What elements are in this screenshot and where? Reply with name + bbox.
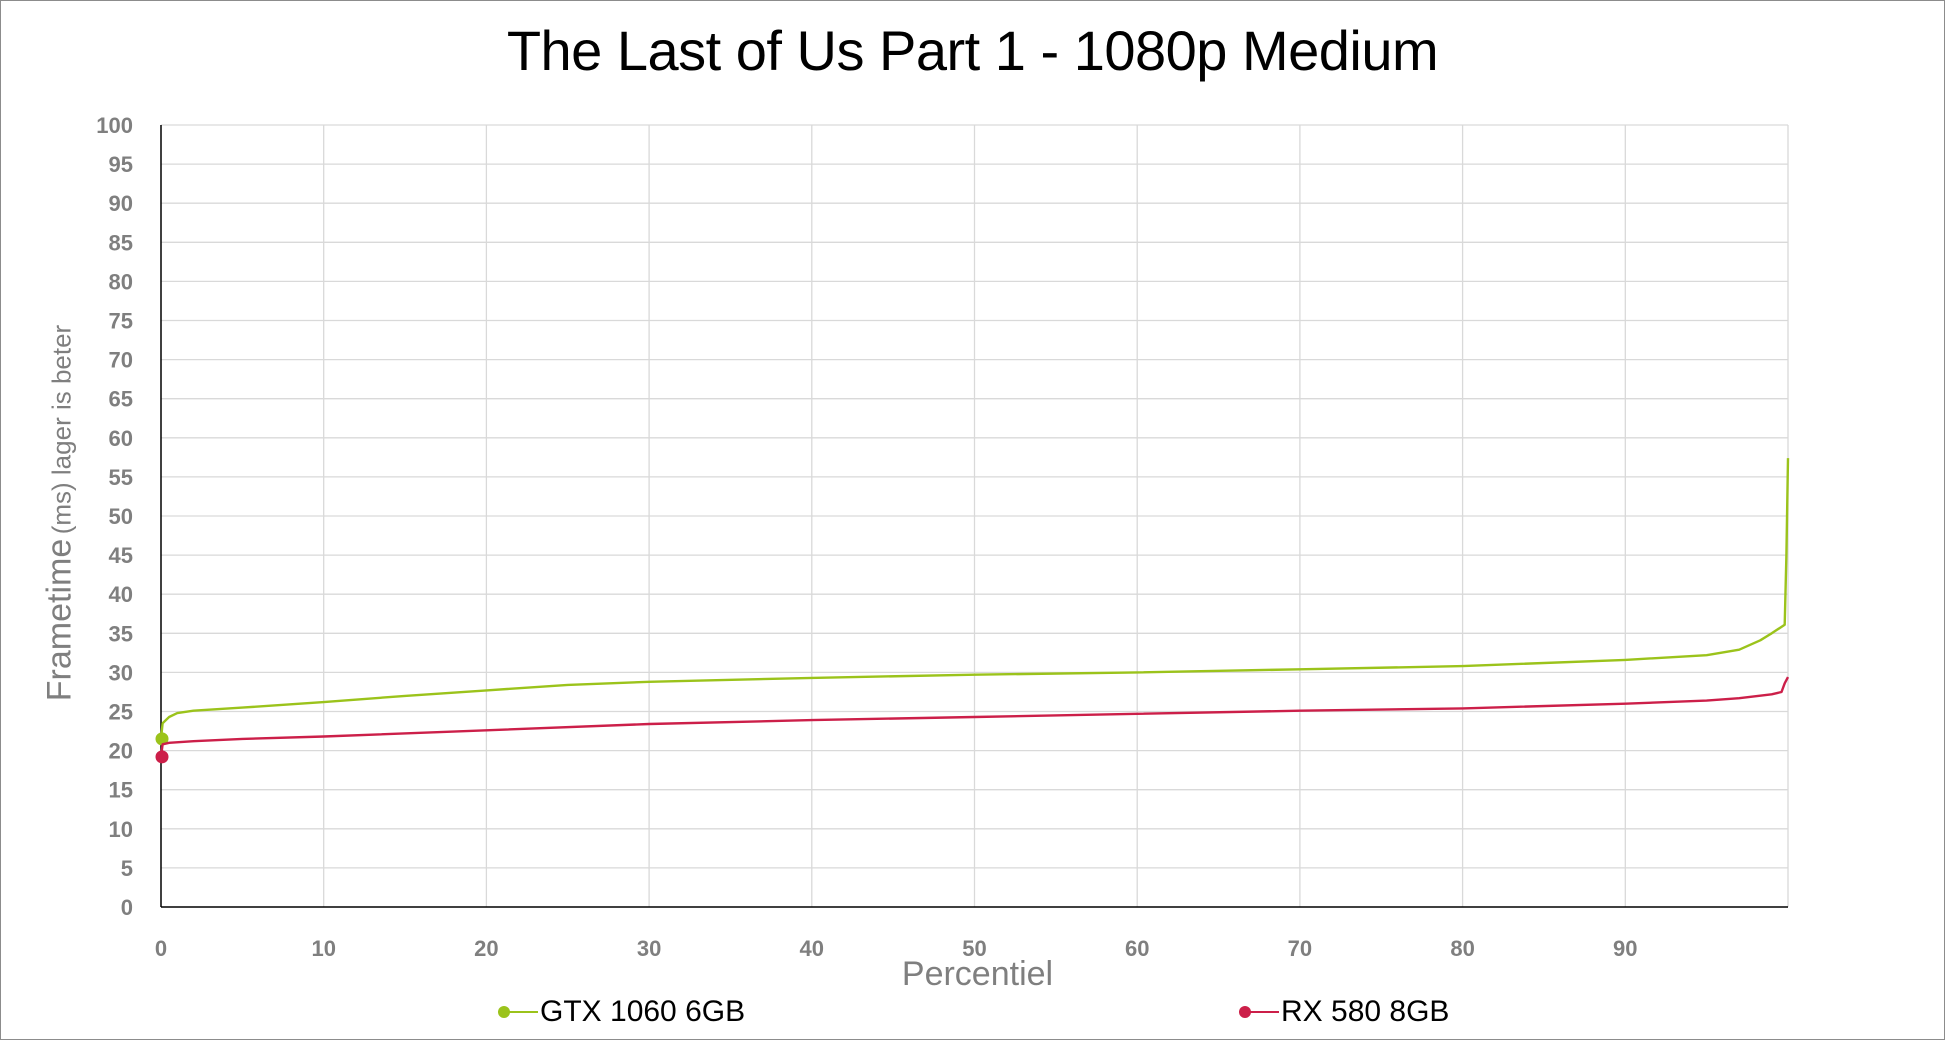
y-tick-label: 55 [109,465,133,490]
legend-marker-icon [1239,993,1279,1031]
y-tick-label: 100 [96,113,133,138]
y-tick-label: 75 [109,309,133,334]
y-tick-label: 35 [109,621,133,646]
y-tick-label: 45 [109,543,133,568]
y-tick-label: 20 [109,739,133,764]
x-tick-label: 90 [1613,936,1637,961]
x-tick-label: 0 [155,936,167,961]
x-tick-label: 30 [637,936,661,961]
x-tick-label: 50 [962,936,986,961]
gridlines [161,124,1789,907]
y-tick-label: 40 [109,582,133,607]
x-tick-label: 10 [311,936,335,961]
x-axis-ticks: 0 10 20 30 40 50 60 70 80 90 [155,936,1638,961]
y-tick-label: 85 [109,230,133,255]
legend-label: GTX 1060 6GB [540,995,746,1028]
legend-item-rx-580[interactable]: RX 580 8GB [1239,993,1449,1031]
legend-label: RX 580 8GB [1281,995,1450,1028]
y-tick-label: 30 [109,660,133,685]
legend-item-gtx-1060[interactable]: GTX 1060 6GB [498,993,745,1031]
y-tick-label: 65 [109,387,133,412]
y-tick-label: 5 [121,856,133,881]
y-tick-label: 0 [121,895,133,920]
series-start-marker [155,750,169,764]
x-axis-title: Percentiel [901,955,1054,993]
y-tick-label: 95 [109,152,133,177]
y-axis-ticks: 0 5 10 15 20 25 30 35 40 45 50 55 60 65 70 75 80 85 90 95 10… [96,113,133,920]
series-line-1 [159,676,1790,758]
y-tick-label: 70 [109,348,133,373]
x-tick-label: 70 [1288,936,1312,961]
y-tick-label: 90 [109,191,133,216]
series-start-marker [155,732,169,746]
y-tick-label: 80 [109,269,133,294]
x-tick-label: 40 [800,936,824,961]
y-tick-label: 60 [109,426,133,451]
y-tick-label: 10 [109,817,133,842]
x-tick-label: 80 [1450,936,1474,961]
x-tick-label: 60 [1125,936,1149,961]
y-tick-label: 25 [109,700,133,725]
series-line-0 [159,458,1790,740]
chart-title: The Last of Us Part 1 - 1080p Medium [506,19,1439,82]
legend-marker-icon [498,993,538,1031]
y-tick-label: 50 [109,504,133,529]
series-lines [155,458,1790,764]
y-tick-label: 15 [109,778,133,803]
x-tick-label: 20 [474,936,498,961]
